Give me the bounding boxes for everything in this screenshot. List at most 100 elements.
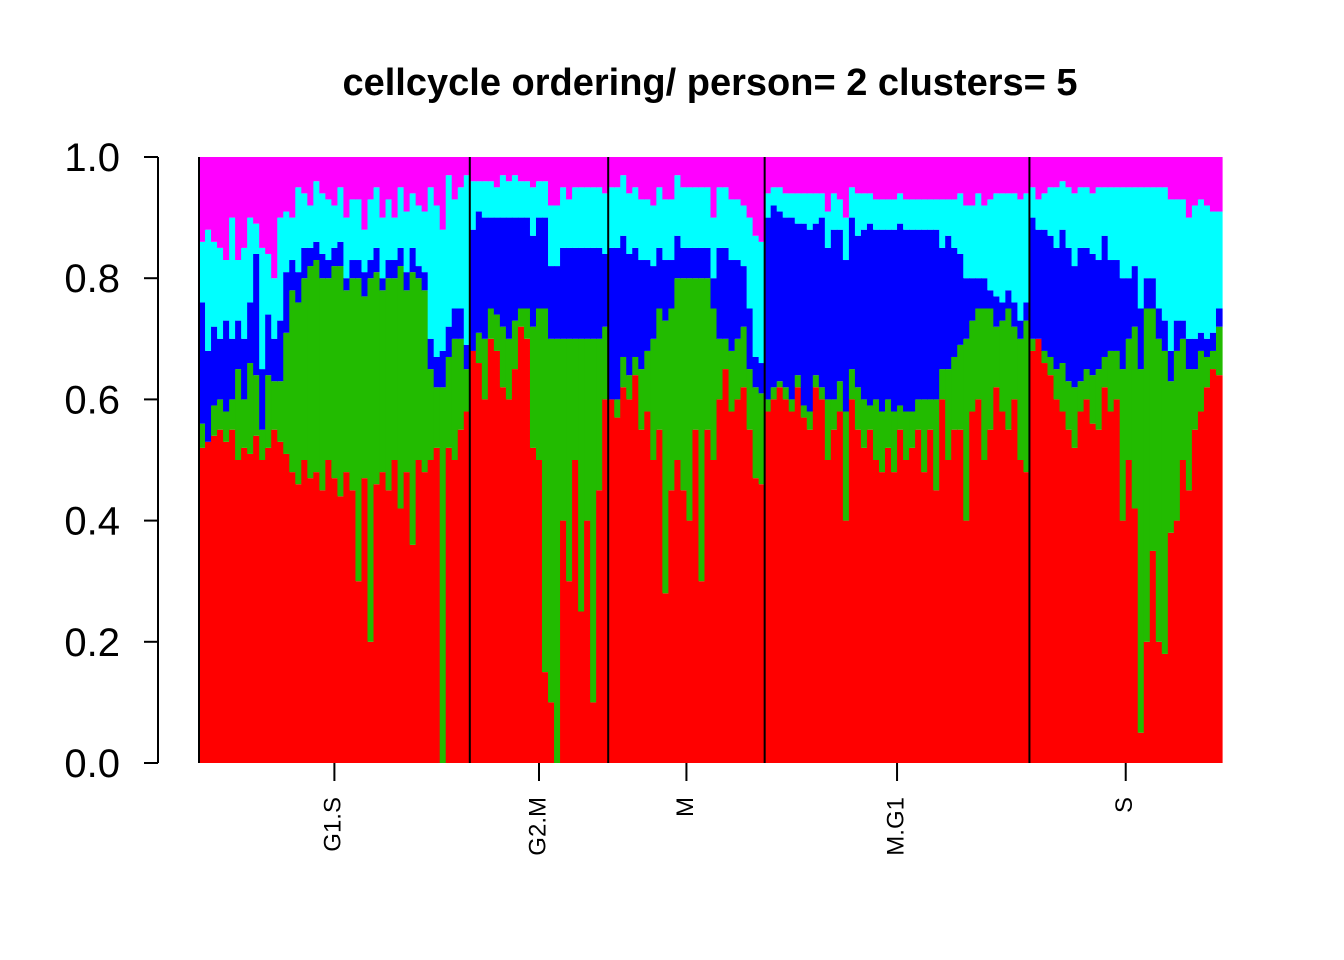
bar-segment-green — [1179, 338, 1187, 460]
bar-segment-red — [716, 399, 724, 763]
bar-segment-green — [361, 296, 369, 479]
bar-segment-cyan — [1035, 199, 1043, 230]
bar-segment-magenta — [578, 157, 585, 188]
bar-segment-magenta — [650, 157, 657, 206]
bar-segment-cyan — [897, 193, 904, 224]
bar-segment-green — [1173, 350, 1181, 521]
bar-segment-red — [397, 508, 405, 763]
bar-segment-green — [391, 278, 399, 460]
bar-segment-magenta — [969, 157, 976, 206]
bar-segment-cyan — [337, 187, 345, 242]
bar-segment-cyan — [457, 187, 465, 309]
bar-segment-magenta — [1119, 157, 1127, 188]
bar-segment-blue — [211, 326, 218, 406]
bar-segment-green — [1167, 381, 1175, 533]
bar-segment-red — [734, 399, 742, 763]
bar-segment-red — [235, 460, 242, 763]
bar-segment-red — [1209, 369, 1217, 763]
bar-segment-cyan — [921, 199, 928, 230]
bar-segment-green — [415, 278, 423, 460]
bar-segment-blue — [1113, 260, 1121, 351]
bar-segment-red — [319, 490, 326, 763]
y-tick-label: 0.2 — [64, 621, 120, 665]
bar-segment-blue — [945, 235, 952, 370]
bar-segment-magenta — [1059, 157, 1067, 182]
bar-segment-green — [1185, 369, 1193, 491]
bar-segment-cyan — [1173, 199, 1181, 321]
bar-segment-magenta — [800, 157, 808, 194]
bar-segment-red — [812, 387, 820, 763]
bar-segment-blue — [325, 260, 332, 279]
bar-segment-blue — [1023, 302, 1031, 321]
bar-segment-green — [1071, 387, 1079, 448]
bar-segment-blue — [1119, 278, 1127, 370]
bar-segment-magenta — [572, 157, 579, 188]
bar-segment-red — [872, 460, 880, 763]
bar-segment-cyan — [331, 205, 339, 248]
bar-segment-magenta — [481, 157, 489, 182]
bar-segment-red — [331, 478, 339, 763]
bar-segment-green — [993, 326, 1000, 388]
bar-segment-blue — [951, 247, 958, 357]
bar-segment-green — [1191, 369, 1199, 430]
bar-segment-green — [1197, 350, 1205, 412]
bar-segment-magenta — [945, 157, 952, 200]
bar-segment-cyan — [927, 199, 934, 230]
bar-segment-cyan — [355, 199, 363, 261]
bar-segment-blue — [1191, 338, 1199, 370]
bar-segment-cyan — [933, 199, 940, 230]
bar-segment-cyan — [981, 205, 988, 279]
bar-segment-magenta — [247, 157, 254, 218]
bar-segment-red — [217, 429, 224, 763]
bar-segment-red — [842, 520, 850, 763]
bar-segment-red — [638, 429, 645, 763]
bar-segment-cyan — [1101, 187, 1109, 236]
bar-segment-green — [1215, 326, 1223, 376]
bar-segment-blue — [800, 223, 808, 406]
bar-segment-magenta — [1077, 157, 1085, 188]
bar-segment-green — [451, 338, 459, 460]
bar-segment-blue — [704, 247, 712, 279]
bar-segment-red — [1179, 460, 1187, 763]
bar-segment-green — [674, 278, 682, 460]
bar-segment-cyan — [469, 181, 477, 230]
bar-segment-cyan — [511, 175, 519, 218]
bar-segment-magenta — [1179, 157, 1187, 200]
bar-segment-green — [247, 363, 254, 454]
bar-segment-cyan — [662, 199, 669, 261]
bar-segment-cyan — [686, 187, 694, 248]
bar-segment-magenta — [824, 157, 832, 212]
bar-segment-blue — [517, 217, 525, 309]
bar-segment-blue — [566, 247, 573, 339]
bar-segment-blue — [487, 217, 495, 309]
bar-segment-blue — [1017, 320, 1025, 339]
bar-segment-green — [620, 356, 627, 388]
bar-segment-green — [319, 278, 326, 491]
bar-segment-blue — [373, 247, 381, 273]
bar-segment-green — [253, 375, 260, 436]
bar-segment-green — [1023, 320, 1031, 473]
bar-segment-cyan — [722, 187, 730, 248]
bar-segment-magenta — [872, 157, 880, 200]
x-tick-label: G2.M — [524, 797, 551, 856]
bar-segment-magenta — [349, 157, 357, 200]
bar-segment-green — [235, 369, 242, 460]
bar-segment-magenta — [692, 157, 700, 188]
bar-segment-cyan — [1215, 211, 1223, 309]
bar-segment-green — [602, 326, 609, 400]
bar-segment-cyan — [1155, 187, 1163, 309]
bar-segment-blue — [229, 338, 236, 400]
bar-segment-magenta — [680, 157, 688, 188]
bar-segment-cyan — [818, 193, 826, 218]
bar-segment-green — [903, 411, 910, 460]
bar-segment-green — [457, 338, 465, 430]
bar-segment-blue — [788, 217, 796, 400]
bar-segment-green — [668, 308, 675, 491]
bar-segment-cyan — [632, 187, 639, 248]
bar-segment-magenta — [842, 157, 850, 218]
bar-segment-green — [1143, 308, 1151, 642]
bar-segment-green — [933, 399, 940, 491]
bar-segment-green — [271, 381, 278, 430]
bar-segment-magenta — [439, 157, 447, 230]
bar-segment-green — [445, 356, 453, 448]
